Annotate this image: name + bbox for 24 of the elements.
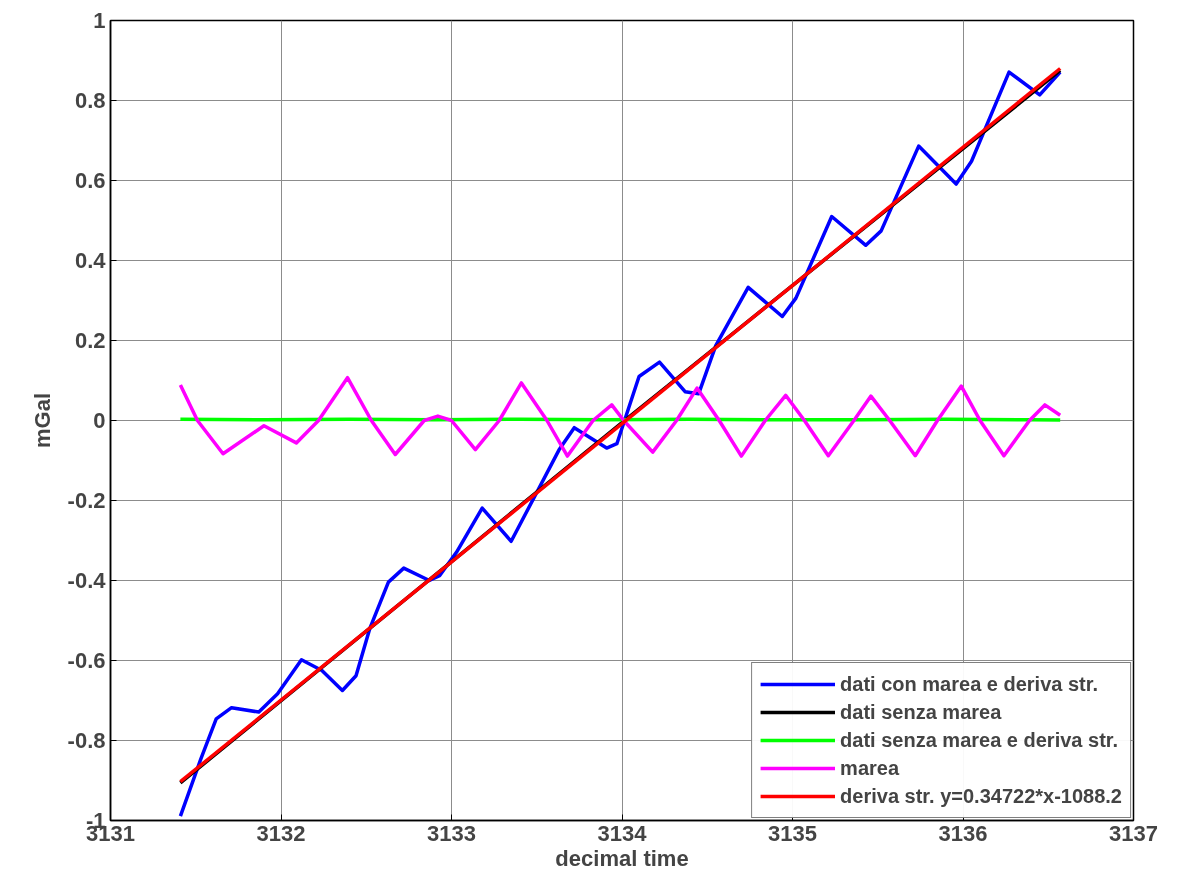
y-tick-label: 0.6 [74,168,106,193]
y-tick-label: -0.4 [67,568,107,593]
line-series [178,375,1062,458]
y-tick-label: 0.8 [74,88,106,113]
y-tick-label: 0.4 [74,248,107,273]
y-tick-label: -0.8 [67,728,106,753]
x-tick-label: 3133 [427,820,476,846]
x-tick-label: 3134 [597,820,648,846]
y-tick-label: -0.6 [67,648,106,673]
y-tick-label: 1 [93,8,106,33]
legend-label: marea [840,755,900,781]
x-tick-label: 3136 [938,820,988,846]
y-tick-label: -0.2 [67,488,106,513]
x-tick-label: 3132 [256,820,306,846]
legend-label: dati senza marea [840,699,1002,725]
legend-label: dati con marea e deriva str. [840,671,1098,697]
legend-label: dati senza marea e deriva str. [840,727,1119,753]
x-tick-label: 3137 [1109,820,1158,846]
legend-label: deriva str. y=0.34722*x-1088.2 [840,783,1122,809]
y-axis-title: mGal [29,392,55,449]
x-axis-title: decimal time [555,845,689,871]
x-tick-label: 3135 [768,820,817,846]
y-tick-label: 0.2 [74,328,106,353]
y-tick-label: 0 [93,408,106,433]
